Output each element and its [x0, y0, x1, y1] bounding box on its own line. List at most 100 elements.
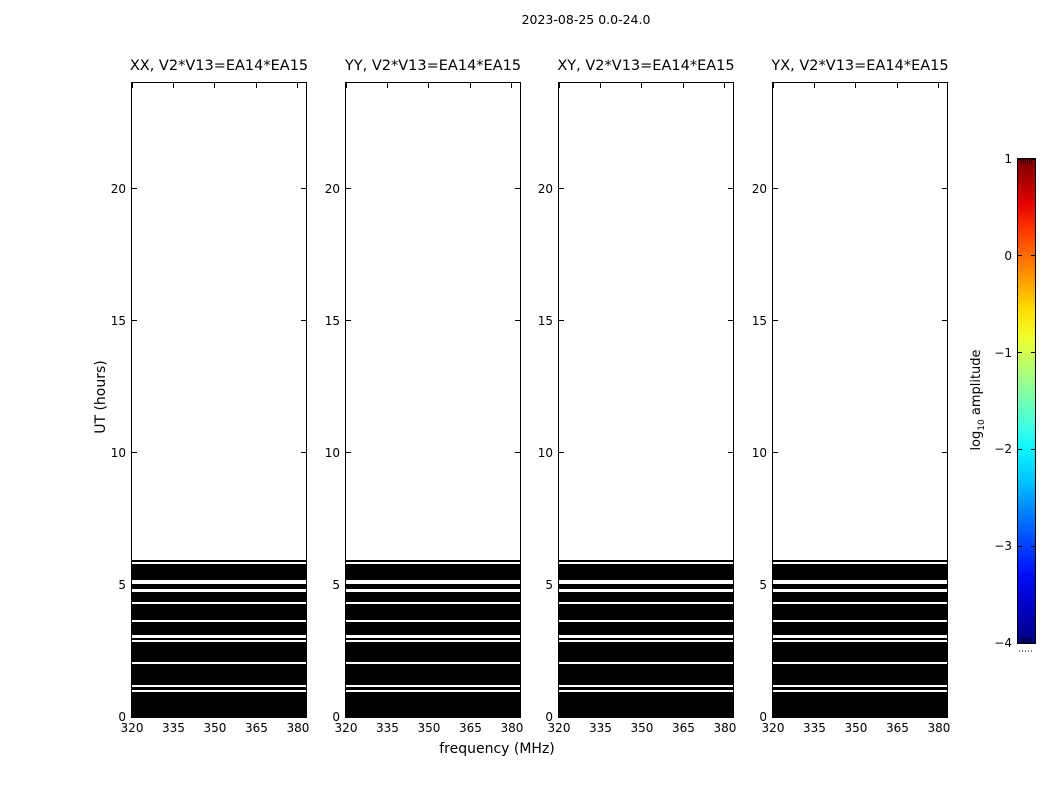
colorbar-tick [1018, 255, 1022, 257]
colorbar-tick [1018, 545, 1022, 547]
y-tick [346, 452, 351, 454]
x-tick [558, 712, 560, 717]
y-tick-label: 5 [118, 577, 126, 592]
panel-title-yy: YY, V2*V13=EA14*EA15 [344, 58, 522, 74]
x-tick-label: 380 [286, 721, 310, 735]
x-tick-label: 320 [761, 721, 785, 735]
data-band [559, 559, 733, 562]
figure-title: 2023-08-25 0.0-24.0 [521, 12, 651, 27]
x-tick [896, 83, 898, 88]
data-band [773, 692, 947, 717]
colorbar-minor-tick [1027, 638, 1028, 643]
x-tick-label: 365 [245, 721, 268, 735]
x-tick [813, 83, 815, 88]
y-tick [515, 452, 520, 454]
y-tick [132, 452, 137, 454]
data-band [773, 687, 947, 690]
colorbar-tick [1018, 448, 1022, 450]
x-tick [682, 83, 684, 88]
x-tick-label: 350 [203, 721, 227, 735]
colorbar-tick-label: −2 [994, 442, 1012, 457]
x-tick [297, 712, 299, 717]
x-tick [428, 83, 430, 88]
data-band [559, 687, 733, 690]
x-tick [214, 83, 216, 88]
x-tick-label: 335 [162, 721, 185, 735]
x-tick-label: 350 [630, 721, 654, 735]
x-tick [772, 83, 774, 88]
x-tick [813, 712, 815, 717]
colorbar: 1 0 −1 −2 −3 −4 [994, 153, 1036, 649]
y-tick [942, 320, 947, 322]
data-band [346, 687, 520, 690]
colorbar-minor-tick [1027, 159, 1028, 164]
y-tick [559, 320, 564, 322]
y-tick [942, 584, 947, 586]
panel-group-xx: XX, V2*V13=EA14*EA15 320 335 350 365 380 0 5 10… [111, 58, 310, 734]
y-tick [773, 452, 778, 454]
x-tick [558, 83, 560, 88]
x-tick [386, 83, 388, 88]
x-tick [511, 712, 513, 717]
colorbar-minor-tick [1021, 638, 1022, 643]
colorbar-minor-tick [1029, 159, 1030, 164]
data-band [132, 664, 306, 685]
y-tick-label: 15 [324, 313, 340, 328]
y-tick [132, 188, 137, 190]
y-tick-label: 15 [110, 313, 126, 328]
colorbar-minor-tick [1025, 159, 1026, 164]
y-tick-label: 5 [332, 577, 340, 592]
x-tick [682, 712, 684, 717]
y-tick [942, 452, 947, 454]
colorbar-tick [1031, 158, 1035, 160]
data-band [559, 622, 733, 636]
x-tick [938, 83, 940, 88]
x-tick [172, 83, 174, 88]
colorbar-tick-label: 0 [1004, 248, 1012, 263]
data-band [773, 604, 947, 620]
colorbar-minor-tick [1023, 638, 1024, 643]
colorbar-tick [1018, 642, 1022, 644]
colorbar-minor-dots [1019, 650, 1034, 652]
x-tick-label: 365 [886, 721, 909, 735]
y-tick [728, 716, 733, 718]
data-band [346, 622, 520, 636]
colorbar-tick [1031, 352, 1035, 354]
panel-title-xx: XX, V2*V13=EA14*EA15 [129, 58, 309, 74]
x-tick [772, 712, 774, 717]
x-tick-label: 320 [334, 721, 358, 735]
data-band [559, 638, 733, 641]
colorbar-minor-tick [1023, 159, 1024, 164]
data-band [559, 642, 733, 662]
data-band [132, 642, 306, 662]
x-tick [855, 712, 857, 717]
y-axis-label: UT (hours) [93, 360, 109, 434]
data-band [346, 559, 520, 562]
panel-group-yy: YY, V2*V13=EA14*EA15 320 335 350 365 380 0 5 10… [325, 58, 524, 734]
y-tick [773, 716, 778, 718]
x-tick [469, 712, 471, 717]
y-tick-label: 20 [110, 181, 126, 196]
x-tick [255, 712, 257, 717]
y-tick [942, 716, 947, 718]
colorbar-label-text: log [969, 430, 985, 451]
data-band [559, 664, 733, 685]
x-tick [599, 83, 601, 88]
y-tick [559, 188, 564, 190]
data-band [346, 564, 520, 581]
x-tick-label: 350 [844, 721, 868, 735]
data-band [773, 642, 947, 662]
y-tick [773, 320, 778, 322]
x-axis-label: frequency (MHz) [439, 741, 555, 757]
y-tick-label: 0 [545, 710, 553, 724]
data-band [132, 692, 306, 717]
y-tick [942, 188, 947, 190]
data-band [132, 591, 306, 602]
colorbar-minor-tick [1029, 638, 1030, 643]
data-band [773, 559, 947, 562]
colorbar-tick-label: 1 [1004, 152, 1012, 166]
heatmap-panel-xx: 320 335 350 365 380 0 5 10 15 20 [111, 82, 309, 734]
x-tick [641, 83, 643, 88]
data-band [773, 591, 947, 602]
